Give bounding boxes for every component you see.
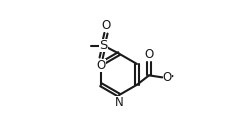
Text: N: N: [114, 96, 123, 109]
Text: S: S: [99, 39, 108, 52]
Text: O: O: [163, 71, 172, 84]
Text: O: O: [96, 59, 106, 72]
Text: O: O: [144, 48, 154, 61]
Text: O: O: [101, 19, 110, 32]
